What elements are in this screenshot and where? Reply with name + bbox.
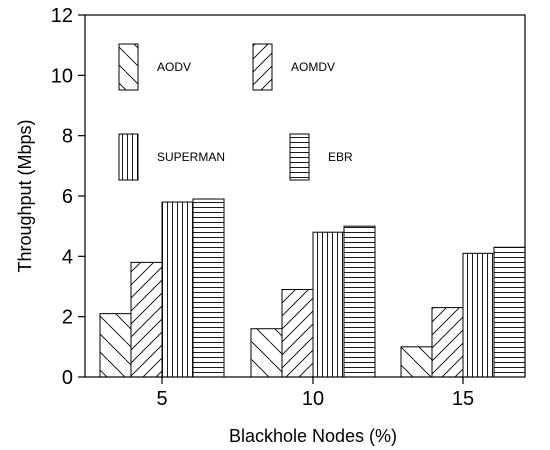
bar-superman-5 [161,201,194,378]
y-axis-title: Throughput (Mbps) [15,119,35,272]
bar-aodv-10 [250,328,283,378]
y-tick-label: 4 [62,246,73,268]
x-axis: 5 10 15 [156,377,474,410]
legend-swatch-ebr [289,133,310,181]
x-tick-label: 5 [156,388,167,410]
legend-swatch-superman [118,133,139,181]
bar-aodv-15 [400,346,433,378]
x-axis-title: Blackhole Nodes (%) [229,426,397,446]
legend-swatch-aomdv [252,43,273,91]
bar-superman-15 [462,252,495,378]
bar-aomdv-15 [431,307,464,378]
legend-label-aodv: AODV [157,60,191,74]
legend-label-ebr: EBR [328,150,353,164]
y-tick-label: 2 [62,307,73,329]
legend-label-superman: SUPERMAN [157,150,225,164]
bar-ebr-10 [343,225,376,378]
legend-swatch-aodv [118,43,139,91]
y-tick-label: 8 [62,126,73,148]
x-tick-label: 15 [452,388,474,410]
y-tick-label: 6 [62,186,73,208]
bar-aomdv-5 [130,261,163,378]
legend-label-aomdv: AOMDV [291,60,335,74]
y-tick-label: 10 [51,65,73,87]
x-tick-label: 10 [302,388,324,410]
y-axis: 0 2 4 6 8 10 12 [51,5,85,389]
bar-ebr-15 [493,246,526,378]
y-tick-label: 0 [62,367,73,389]
y-tick-label: 12 [51,5,73,27]
legend: AODV AOMDV SUPERMAN EBR [118,43,353,181]
bar-superman-10 [312,231,345,378]
bar-ebr-5 [192,198,225,378]
bar-group [99,198,526,378]
bar-aomdv-10 [281,289,314,378]
bar-aodv-5 [99,313,132,378]
